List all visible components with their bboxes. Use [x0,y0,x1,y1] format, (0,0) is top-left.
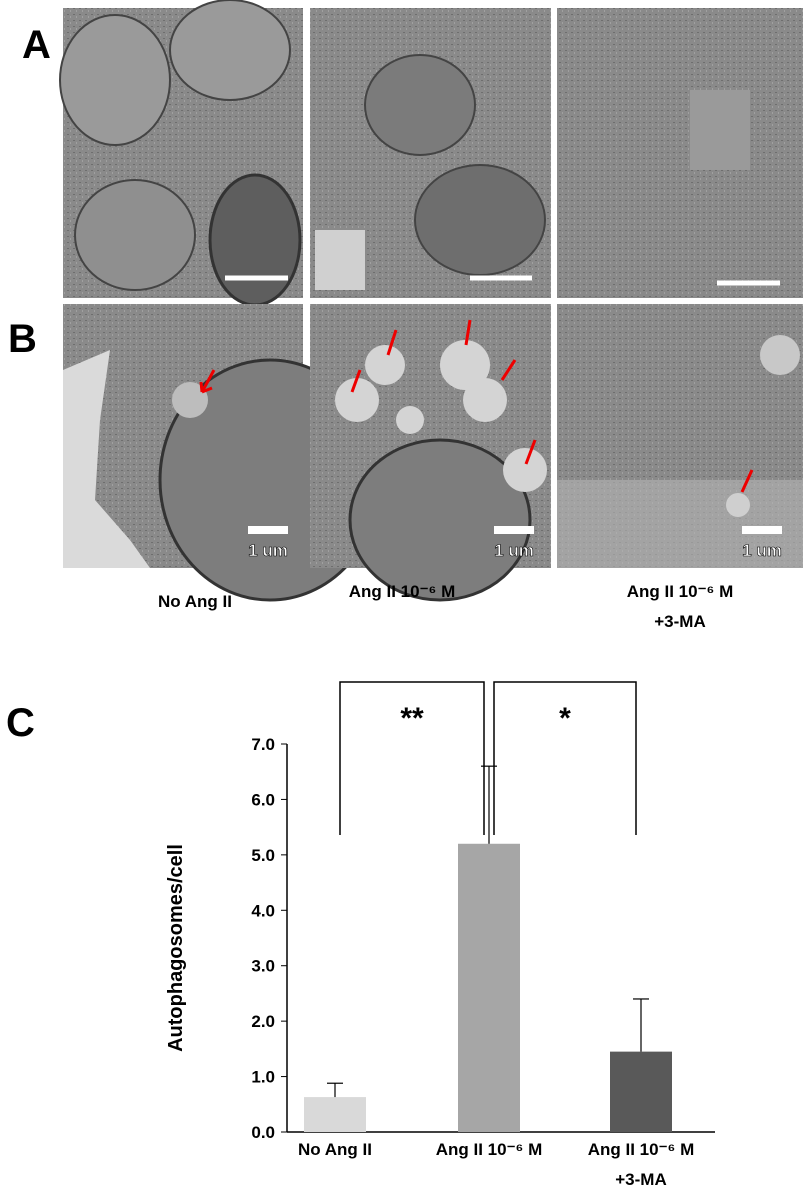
x-tick-label: Ang II 10⁻⁶ M [435,1140,543,1159]
y-tick-label: 3.0 [251,957,275,976]
micrograph [310,8,551,298]
y-tick-label: 6.0 [251,790,275,809]
significance-bracket [493,681,637,835]
y-tick-label: 0.0 [251,1123,275,1142]
y-axis-label: Autophagosomes/cell [165,844,187,1052]
significance-label: ** [400,702,424,735]
column-label: Ang II 10⁻⁶ M [348,582,456,601]
bar [610,1051,672,1132]
micrograph [557,304,803,568]
micrograph [557,8,803,298]
micrograph [310,304,551,602]
x-tick-label: Ang II 10⁻⁶ M +3-MA [587,1140,695,1189]
scale-bar [494,526,534,534]
y-tick-label: 4.0 [251,901,275,920]
panel-label: C [6,701,35,745]
scale-label: 1 um [248,541,288,560]
scale-bar [742,526,782,534]
y-tick-label: 1.0 [251,1068,275,1087]
panel-label: A [22,23,51,67]
panel-label: B [8,317,37,361]
scale-label: 1 um [742,541,782,560]
column-label: Ang II 10⁻⁶ M +3-MA [626,582,734,631]
significance-bracket [339,681,485,835]
significance-label: * [559,702,571,735]
column-label: No Ang II [158,592,232,611]
error-bar [633,998,649,1052]
error-bar [327,1082,343,1098]
y-tick-label: 5.0 [251,846,275,865]
x-tick-label: No Ang II [298,1140,372,1159]
y-tick-label: 2.0 [251,1012,275,1031]
y-tick-label: 7.0 [251,735,275,754]
scale-bar [248,526,288,534]
micrograph [59,0,303,307]
bar [304,1097,366,1132]
scale-label: 1 um [494,541,534,560]
bar [458,843,520,1132]
